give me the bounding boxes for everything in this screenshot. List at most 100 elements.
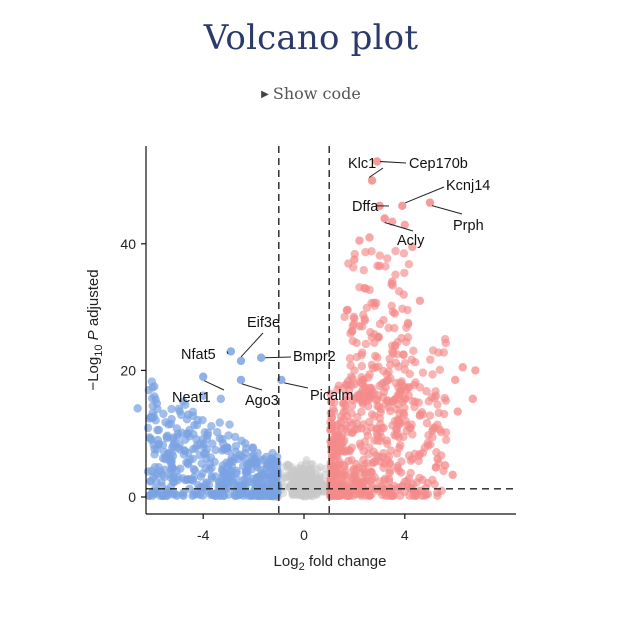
- down-point: [195, 439, 205, 448]
- gene-point-bmpr2: [256, 353, 266, 362]
- down-point: [218, 439, 228, 448]
- up-point: [357, 361, 367, 371]
- up-outlier-point: [428, 426, 437, 435]
- down-point: [260, 474, 270, 483]
- up-point: [428, 432, 437, 442]
- up-point: [437, 486, 446, 495]
- up-point: [423, 441, 433, 450]
- up-outlier-point: [451, 375, 460, 385]
- up-point: [398, 304, 407, 313]
- up-point: [411, 358, 420, 367]
- gene-leader-line: [226, 351, 229, 355]
- gene-label-eif3e: Eif3e: [247, 315, 280, 331]
- up-point: [372, 429, 382, 438]
- up-point: [404, 391, 413, 400]
- show-code-toggle[interactable]: ▶ Show code: [0, 84, 622, 103]
- up-point: [411, 378, 420, 387]
- down-point: [218, 461, 227, 470]
- down-point: [225, 420, 234, 429]
- down-point: [201, 464, 210, 473]
- up-point: [392, 424, 401, 434]
- up-point: [383, 254, 392, 263]
- x-tick-label: 4: [401, 527, 409, 543]
- down-point: [195, 490, 205, 500]
- up-outlier-point: [448, 470, 457, 480]
- down-point: [175, 407, 184, 416]
- up-point: [431, 387, 440, 396]
- up-point: [383, 487, 393, 497]
- up-point: [357, 350, 366, 360]
- up-point: [414, 398, 423, 407]
- down-point: [181, 400, 190, 409]
- up-outlier-point: [408, 242, 417, 252]
- up-point: [399, 432, 408, 442]
- down-outlier-point: [183, 410, 193, 419]
- down-point: [185, 455, 195, 464]
- down-point: [202, 454, 211, 463]
- up-point: [439, 348, 449, 357]
- gene-leader-line: [384, 222, 414, 232]
- ns-point: [306, 468, 315, 477]
- up-point: [371, 351, 380, 361]
- up-point: [369, 298, 379, 307]
- up-point: [365, 417, 374, 427]
- up-point: [367, 247, 376, 256]
- up-point: [418, 475, 427, 485]
- down-point: [237, 489, 247, 499]
- down-point: [208, 439, 217, 448]
- up-point: [373, 436, 382, 445]
- up-point: [393, 337, 402, 347]
- up-point: [357, 468, 366, 478]
- gene-point-neat1: [199, 372, 208, 381]
- up-point: [391, 431, 401, 440]
- down-point: [172, 491, 182, 500]
- up-point: [326, 389, 335, 399]
- up-point: [422, 387, 431, 396]
- y-tick-label: 0: [128, 489, 136, 505]
- up-outlier-point: [415, 296, 425, 305]
- down-point: [166, 419, 176, 429]
- upregulated-points: [326, 246, 451, 500]
- up-point: [400, 382, 409, 391]
- gene-leader-line: [431, 205, 463, 215]
- gene-label-cep170b: Cep170b: [409, 156, 468, 172]
- up-point: [341, 380, 351, 389]
- gene-label-dffa: Dffa: [352, 199, 379, 215]
- up-point: [346, 372, 356, 381]
- up-point: [399, 249, 409, 258]
- down-point: [159, 409, 168, 419]
- up-point: [428, 346, 438, 355]
- gene-label-klc1: Klc1: [348, 156, 376, 172]
- down-point: [176, 464, 185, 473]
- up-outlier-point: [390, 309, 399, 318]
- down-point: [238, 461, 248, 471]
- down-point: [179, 446, 189, 455]
- down-point: [262, 463, 271, 473]
- down-point: [259, 455, 268, 464]
- up-point: [379, 463, 388, 472]
- up-outlier-point: [365, 233, 374, 242]
- up-point: [400, 487, 409, 496]
- ns-point: [296, 463, 305, 472]
- down-point: [248, 457, 257, 466]
- up-point: [347, 408, 356, 418]
- down-outlier-point: [133, 404, 142, 413]
- gene-label-nfat5: Nfat5: [181, 347, 216, 363]
- down-point: [181, 475, 190, 485]
- up-point: [388, 347, 397, 356]
- up-point: [351, 379, 360, 389]
- up-point: [404, 260, 414, 269]
- up-point: [385, 468, 394, 478]
- up-point: [431, 463, 441, 472]
- ns-point: [288, 466, 297, 475]
- up-point: [359, 265, 368, 275]
- up-outlier-point: [342, 306, 352, 315]
- up-point: [361, 383, 370, 392]
- up-point: [399, 290, 408, 299]
- down-point: [173, 472, 182, 481]
- y-tick-label: 20: [120, 362, 136, 378]
- down-point: [268, 490, 278, 499]
- up-point: [359, 446, 368, 456]
- up-point: [348, 336, 357, 346]
